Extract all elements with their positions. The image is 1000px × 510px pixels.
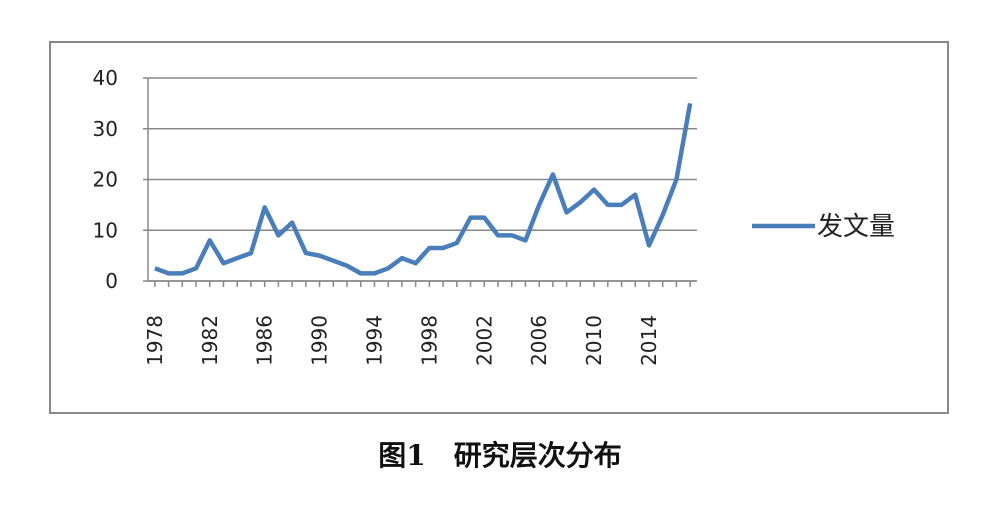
x-tick-label: 1978 xyxy=(143,315,167,366)
x-tick-label: 2014 xyxy=(637,315,661,366)
y-tick-label: 40 xyxy=(93,66,118,90)
x-tick-label: 2006 xyxy=(527,315,551,366)
x-tick-label: 1982 xyxy=(198,315,222,366)
y-tick-label: 30 xyxy=(93,117,118,141)
y-tick-label: 10 xyxy=(93,218,118,242)
x-tick-label: 1994 xyxy=(362,315,386,366)
legend-label: 发文量 xyxy=(817,212,895,242)
x-tick-label: 1990 xyxy=(308,315,332,366)
y-tick-label: 20 xyxy=(93,168,118,192)
data-line xyxy=(154,102,693,276)
x-tick-label: 1986 xyxy=(253,315,277,366)
x-tick-label: 1998 xyxy=(417,315,441,366)
x-tick-label: 2010 xyxy=(582,315,606,366)
x-tick-label: 2002 xyxy=(472,315,496,366)
caption: 图1 研究层次分布 xyxy=(378,439,621,472)
y-tick-label: 0 xyxy=(105,269,118,293)
